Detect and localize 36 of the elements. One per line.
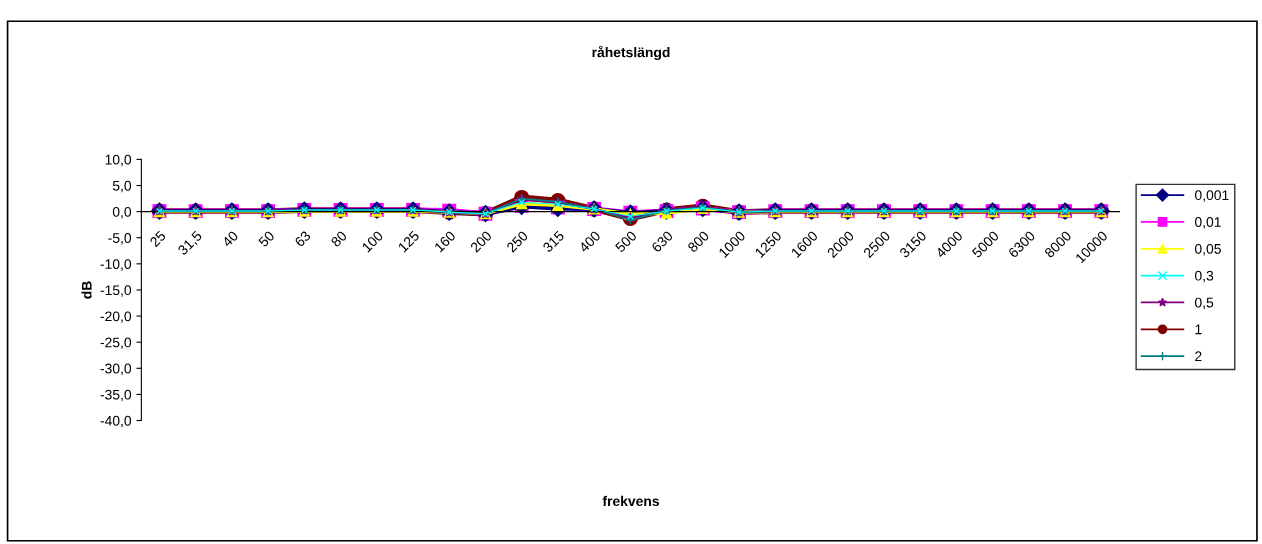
y-tick-label: -40,0 [100,415,132,428]
x-tick-label: 100 [361,230,384,253]
legend-label: 1 [1195,324,1202,335]
x-tick-label: 63 [294,230,312,248]
y-tick-label: -10,0 [100,259,132,271]
x-tick-label: 630 [650,230,674,253]
x-tick-label: 250 [506,230,529,253]
y-tick-label: 10,0 [105,154,132,167]
legend-label: 0,5 [1194,297,1214,310]
legend-label: 0,001 [1194,190,1229,202]
x-tick-label: 400 [578,230,601,254]
x-tick-label: 200 [469,230,493,253]
legend-label: 2 [1195,351,1202,361]
x-tick-label: 500 [614,230,638,253]
x-tick-label: 80 [330,230,348,248]
x-axis-title: frekvens [602,495,659,507]
x-tick-label: 40 [221,230,239,248]
y-tick-label: -30,0 [100,363,132,376]
y-tick-label: -5,0 [108,233,132,245]
y-tick-label: -20,0 [100,311,132,323]
y-tick-label: -25,0 [100,337,132,349]
x-tick-label: 50 [257,230,275,248]
y-tick-label: 0,0 [112,206,132,219]
x-tick-label: 125 [397,230,420,253]
legend-label: 0,01 [1194,217,1221,229]
x-tick-label: 25 [149,230,167,248]
y-tick-label: -15,0 [100,285,132,297]
y-axis-title: dB [81,281,92,299]
x-tick-label: 315 [542,230,565,253]
legend-label: 0,05 [1194,243,1221,256]
y-tick-label: -35,0 [100,389,132,402]
x-tick-label: 800 [687,230,710,253]
legend-label: 0,3 [1194,270,1214,283]
y-tick-label: 5,0 [112,180,132,193]
x-tick-label: 160 [433,230,457,253]
chart-title: råhetslängd [592,45,670,61]
